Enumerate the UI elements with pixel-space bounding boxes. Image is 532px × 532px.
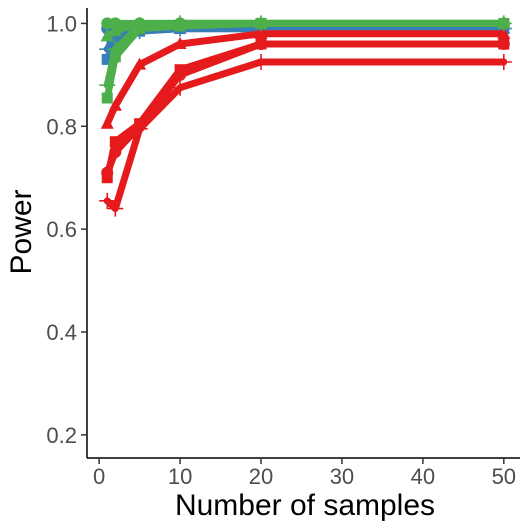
data-point	[108, 98, 122, 111]
data-point	[100, 29, 114, 42]
data-point	[109, 17, 122, 30]
data-point	[109, 136, 121, 148]
data-point	[134, 23, 146, 35]
data-point	[498, 17, 510, 29]
y-axis-title: Power	[5, 189, 38, 274]
x-tick-label: 30	[330, 464, 354, 489]
data-point	[174, 20, 186, 32]
data-point	[174, 68, 187, 81]
data-point	[497, 26, 511, 39]
y-tick-label: 0.4	[46, 320, 77, 345]
series-5	[100, 26, 511, 129]
y-tick-label: 0.2	[46, 423, 77, 448]
data-point	[131, 120, 148, 137]
data-point	[253, 54, 270, 70]
data-point	[107, 200, 124, 217]
data-point	[101, 92, 113, 104]
data-point	[495, 54, 512, 70]
data-point	[255, 38, 268, 50]
data-point	[254, 26, 268, 39]
data-point	[133, 57, 147, 70]
data-point	[497, 38, 510, 50]
series-12	[101, 17, 510, 104]
data-point	[109, 146, 122, 158]
x-tick-label: 0	[93, 464, 105, 489]
y-tick-label: 0.6	[46, 217, 77, 242]
data-point	[173, 37, 187, 49]
x-tick-label: 10	[168, 464, 192, 489]
data-point	[172, 79, 189, 96]
x-tick-label: 40	[411, 464, 435, 489]
data-point	[100, 116, 114, 129]
data-point	[109, 51, 121, 63]
data-point	[99, 192, 116, 209]
data-point	[108, 24, 122, 37]
ticks-layer: 0 10 20 30 40 50 0.2 0.4 0.6 0.8 1.0	[46, 11, 516, 489]
x-axis-title: Number of samples	[175, 489, 435, 522]
data-point	[255, 17, 267, 29]
x-tick-label: 50	[492, 464, 516, 489]
y-tick-label: 0.8	[46, 114, 77, 139]
series-line	[103, 58, 508, 213]
x-tick-label: 20	[249, 464, 273, 489]
series-8	[99, 54, 512, 217]
y-tick-label: 1.0	[46, 11, 77, 36]
series-layer	[99, 15, 512, 217]
data-point	[101, 53, 113, 65]
data-point	[101, 166, 114, 179]
series-line	[103, 19, 508, 102]
